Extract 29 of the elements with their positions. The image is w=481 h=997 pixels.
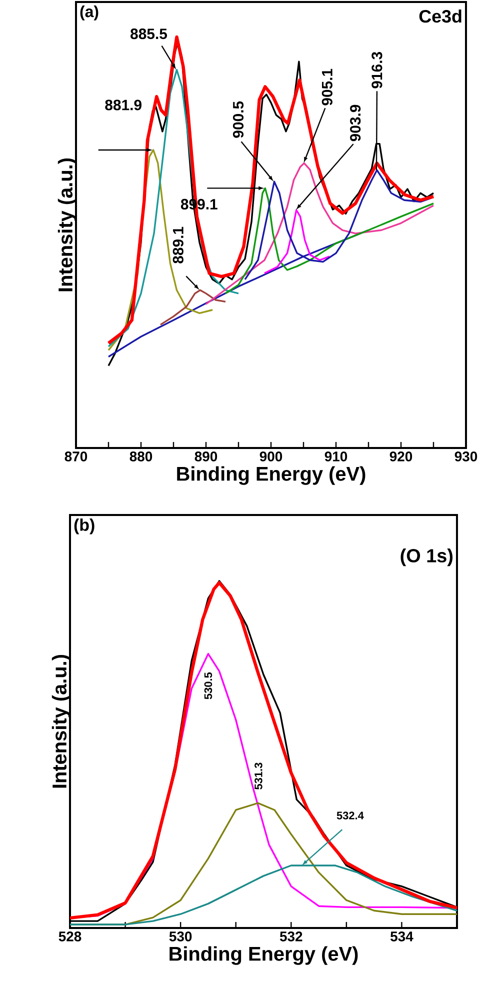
x-tick-label: 890	[194, 452, 218, 462]
text: (O 1s)	[400, 548, 453, 566]
x-tick-label: 528	[58, 931, 82, 942]
text: Ce3d	[419, 10, 462, 23]
x-tick-label: 532	[280, 931, 302, 942]
x-tick-label: 880	[130, 452, 152, 462]
x-axis-title: Binding Energy (eV)	[177, 466, 366, 485]
annotation: 530.5	[204, 672, 212, 700]
x-tick-label: 900	[260, 452, 282, 462]
text: (a)	[80, 6, 98, 20]
x-tick-label: 930	[454, 452, 478, 462]
x-tick-label: 534	[390, 931, 414, 942]
annotation: 889.1	[172, 226, 184, 264]
annotation: 905.1	[322, 68, 332, 106]
annotation: 531.3	[254, 762, 262, 790]
x-tick-label: 910	[324, 452, 348, 462]
y-axis-title: Intensity (a.u.)	[52, 654, 71, 788]
x-axis-title: Binding Energy (eV)	[170, 946, 358, 965]
annotation: 900.5	[232, 101, 244, 138]
annotation: 881.9	[105, 100, 142, 110]
x-tick-label: 870	[64, 452, 88, 462]
annotation: 885.5	[130, 28, 168, 40]
annotation: 532.4	[336, 812, 364, 820]
annotation: 916.3	[372, 52, 382, 88]
x-tick-label: 920	[390, 452, 412, 462]
text: (b)	[74, 518, 94, 534]
x-tick-label: 530	[169, 931, 192, 942]
annotation: 903.9	[350, 104, 361, 142]
y-axis-title: Intensity (a.u.)	[58, 158, 77, 292]
